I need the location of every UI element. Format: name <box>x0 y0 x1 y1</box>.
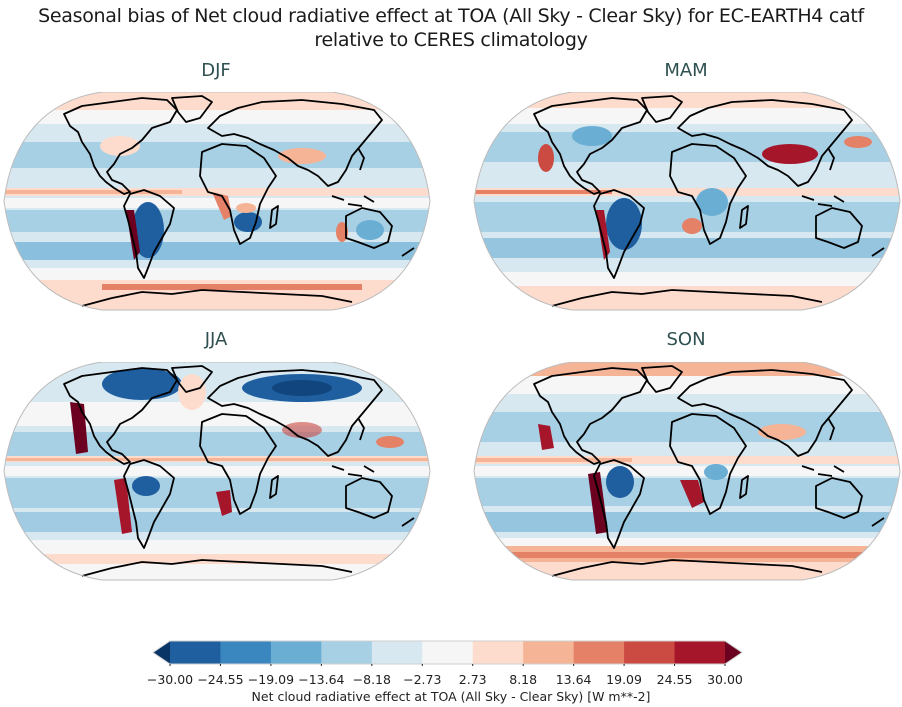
map-mam <box>473 92 901 311</box>
colorbar-tick-label: −8.18 <box>352 672 391 687</box>
colorbar-under-arrow <box>153 641 170 664</box>
colorbar-tick-label: −13.64 <box>298 672 345 687</box>
colorbar-segment <box>674 641 726 664</box>
colorbar-segment <box>170 641 221 664</box>
colorbar-tick-label: 19.09 <box>606 672 642 687</box>
colorbar-tick-label: −24.55 <box>197 672 244 687</box>
colorbar-segment <box>422 641 474 664</box>
colorbar-tick-label: 30.00 <box>707 672 743 687</box>
panel-title-son: SON <box>666 329 706 350</box>
colorbar-segment <box>321 641 373 664</box>
colorbar-tick-label: 24.55 <box>656 672 693 687</box>
colorbar-tick-label: 13.64 <box>555 672 592 687</box>
colorbar-tick-label: −19.09 <box>247 672 295 687</box>
map-jja <box>3 362 431 581</box>
colorbar-tick-label: −2.73 <box>403 672 442 687</box>
colorbar-over-arrow <box>725 641 742 664</box>
figure-title-line2: relative to CERES climatology <box>314 29 588 51</box>
colorbar-segment <box>270 641 322 664</box>
colorbar-segment <box>472 641 524 664</box>
colorbar-segment <box>523 641 575 664</box>
map-son <box>473 362 901 581</box>
panel-title-jja: JJA <box>204 329 228 350</box>
colorbar-segment <box>573 641 625 664</box>
colorbar <box>152 640 743 666</box>
colorbar-segment <box>624 641 676 664</box>
figure-title-line1: Seasonal bias of Net cloud radiative eff… <box>38 5 864 27</box>
panel-title-mam: MAM <box>664 60 708 81</box>
colorbar-label: Net cloud radiative effect at TOA (All S… <box>251 689 651 704</box>
colorbar-ticks: −30.00 −24.55 −19.09 −13.64 −8.18 −2.73 2.73 8.… <box>0 672 902 688</box>
colorbar-tick-label: 2.73 <box>458 672 487 687</box>
colorbar-segment <box>371 641 423 664</box>
colorbar-tick-label: −30.00 <box>146 672 194 687</box>
colorbar-tick-label: 8.18 <box>509 672 538 687</box>
map-djf <box>3 92 431 311</box>
colorbar-segment <box>220 641 272 664</box>
panel-title-djf: DJF <box>201 60 231 81</box>
